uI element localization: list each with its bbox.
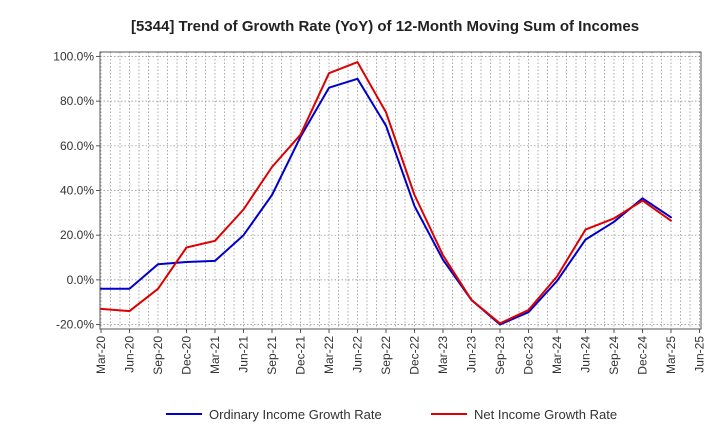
- x-tick-label: Jun-21: [237, 336, 251, 373]
- x-tick-label: Jun-20: [123, 336, 137, 373]
- y-tick-label: 100.0%: [53, 49, 94, 63]
- x-tick-label: Jun-22: [351, 336, 365, 373]
- plot-frame: [99, 51, 702, 330]
- y-tick-label: 60.0%: [60, 139, 94, 153]
- grid: [100, 52, 701, 329]
- y-tick-label: 80.0%: [60, 94, 94, 108]
- x-tick-label: Jun-24: [579, 336, 593, 373]
- x-tick-label: Jun-23: [465, 336, 479, 373]
- x-tick-label: Mar-24: [550, 336, 564, 374]
- series-line-net-income: [100, 61, 672, 325]
- x-tick-label: Sep-24: [607, 336, 621, 375]
- series-lines: [100, 61, 672, 326]
- x-tick-label: Mar-20: [94, 336, 108, 374]
- x-tick-label: Mar-23: [436, 336, 450, 374]
- chart-title: [5344] Trend of Growth Rate (YoY) of 12-…: [131, 18, 639, 35]
- y-tick-label: -20.0%: [56, 318, 94, 332]
- legend: Ordinary Income Growth Rate Net Income Gr…: [166, 407, 617, 422]
- x-tick-label: Mar-25: [664, 336, 678, 374]
- x-tick-label: Sep-21: [265, 336, 279, 375]
- x-tick-label: Dec-20: [180, 336, 194, 375]
- series-line-ordinary-income: [100, 77, 672, 326]
- x-tick-label: Sep-22: [379, 336, 393, 375]
- x-tick-label: Dec-21: [294, 336, 308, 375]
- x-tick-label: Mar-22: [322, 336, 336, 374]
- x-tick-label: Jun-25: [693, 336, 707, 373]
- x-tick-label: Dec-22: [408, 336, 422, 375]
- x-axis: Mar-20 Jun-20 Sep-20 Dec-20 Mar-21 Jun-21 Sep-…: [94, 329, 707, 375]
- y-tick-label: 0.0%: [67, 273, 95, 287]
- y-tick-label: 40.0%: [60, 184, 94, 198]
- y-axis: -20.0% 0.0% 20.0% 40.0% 60.0% 80.0% 100.0%: [53, 49, 100, 332]
- x-tick-label: Sep-23: [493, 336, 507, 375]
- x-tick-label: Mar-21: [208, 336, 222, 374]
- x-tick-label: Sep-20: [151, 336, 165, 375]
- x-tick-label: Dec-24: [636, 336, 650, 375]
- y-tick-label: 20.0%: [60, 228, 94, 242]
- legend-label: Ordinary Income Growth Rate: [209, 407, 382, 422]
- x-tick-label: Dec-23: [522, 336, 536, 375]
- legend-label: Net Income Growth Rate: [474, 407, 617, 422]
